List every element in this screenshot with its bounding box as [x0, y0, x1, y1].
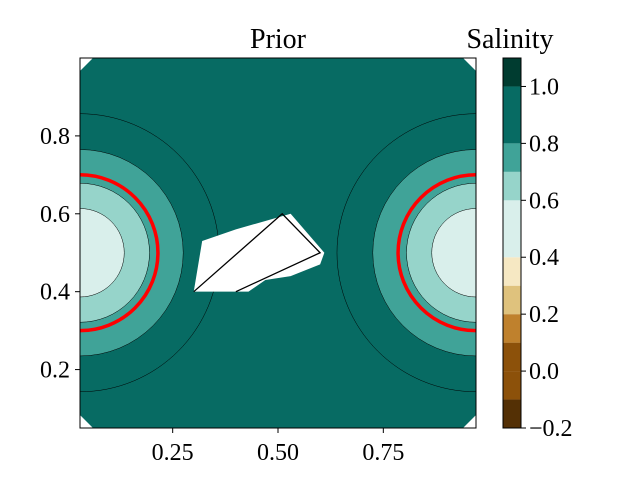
contour-level-0-3	[80, 208, 125, 298]
colorbar: −0.2 0.0 0.2 0.4 0.6 0.8 1.0	[502, 57, 573, 442]
masked-corner	[80, 415, 93, 428]
colorbar-tick-label: 1.0	[529, 74, 559, 100]
colorbar-tick-label: 0.2	[529, 302, 559, 328]
masked-region	[193, 213, 325, 292]
contour-level-1-3	[431, 208, 476, 298]
colorbar-swatch	[503, 314, 521, 343]
chart-title: Prior	[250, 24, 307, 55]
colorbar-swatch	[503, 200, 521, 258]
colorbar-swatch	[503, 399, 521, 428]
colorbar-tick-label: 0.0	[529, 359, 559, 385]
colorbar-swatch	[503, 58, 521, 87]
colorbar-swatch	[503, 171, 521, 201]
x-tick-label: 0.50	[257, 440, 299, 466]
colorbar-swatch	[503, 257, 521, 286]
boundary-line-0	[193, 212, 322, 293]
masked-corner	[80, 58, 93, 71]
x-axis: 0.25 0.50 0.75	[152, 428, 404, 466]
masked-corner	[463, 58, 476, 71]
x-tick-label: 0.75	[362, 440, 404, 466]
plot-area	[80, 58, 476, 428]
colorbar-tick-label: 0.6	[529, 188, 559, 214]
highlight-contour-0	[80, 173, 160, 333]
x-tick-label: 0.25	[152, 440, 194, 466]
colorbar-swatch	[503, 342, 521, 372]
y-tick-label: 0.8	[40, 124, 70, 150]
y-axis: 0.2 0.4 0.6 0.8	[40, 124, 80, 384]
y-tick-label: 0.4	[40, 280, 70, 306]
colorbar-tick-label: −0.2	[529, 416, 573, 442]
y-tick-label: 0.2	[40, 358, 70, 384]
colorbar-tick-label: 0.8	[529, 131, 559, 157]
masked-corner	[463, 415, 476, 428]
colorbar-swatch	[503, 371, 521, 400]
colorbar-swatch	[503, 285, 521, 315]
colorbar-swatch	[503, 86, 521, 144]
colorbar-tick-label: 0.4	[529, 245, 559, 271]
colorbar-frame	[502, 57, 522, 429]
colorbar-swatch	[503, 143, 521, 172]
y-tick-label: 0.6	[40, 202, 70, 228]
highlight-contour-1	[396, 173, 476, 333]
colorbar-title: Salinity	[466, 24, 553, 55]
